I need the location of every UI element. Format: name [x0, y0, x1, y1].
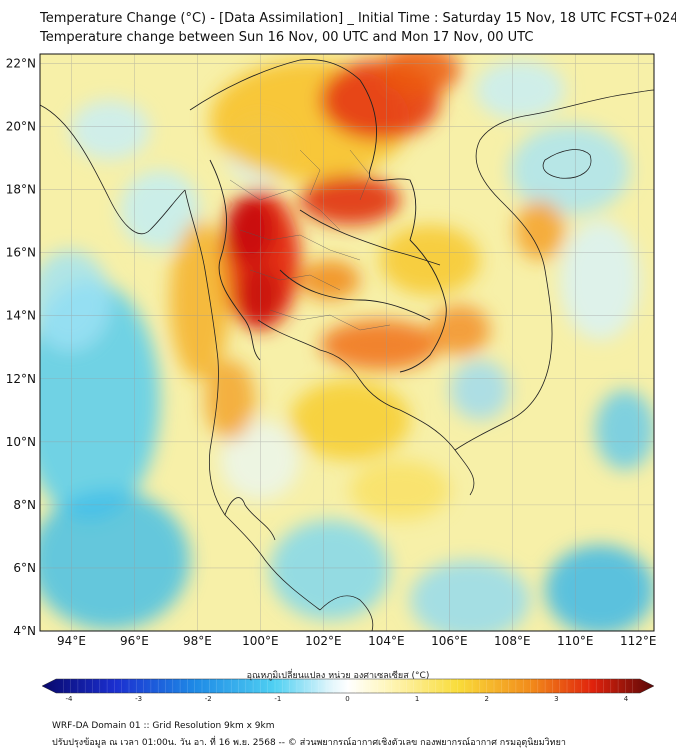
longitude-label: 108°E [494, 634, 531, 648]
footer-model-info: WRF-DA Domain 01 :: Grid Resolution 9km … [52, 721, 275, 731]
longitude-label: 110°E [557, 634, 594, 648]
colorbar-tick-label: 3 [554, 695, 558, 703]
colorbar: -4 -3 -2 -1 0 1 2 3 4 [41, 678, 655, 703]
temperature-field [40, 54, 654, 631]
colorbar-tick-label: -3 [135, 695, 142, 703]
latitude-label: 16°N [6, 246, 36, 260]
latitude-labels: 22°N 20°N 18°N 16°N 14°N 12°N 10°N 8°N 6°N 4°N [6, 56, 36, 638]
latitude-label: 14°N [6, 309, 36, 323]
longitude-label: 98°E [183, 634, 212, 648]
latitude-label: 12°N [6, 372, 36, 386]
latitude-label: 10°N [6, 435, 36, 449]
colorbar-tick-label: 1 [415, 695, 419, 703]
latitude-label: 18°N [6, 183, 36, 197]
map-title: Temperature Change (°C) - [Data Assimila… [40, 11, 676, 26]
colorbar-tick-label: 4 [624, 695, 629, 703]
map-frame [39, 53, 655, 632]
colorbar-tick-label: -1 [274, 695, 281, 703]
colorbar-title: อุณหภูมิเปลี่ยนแปลง หน่วย องศาเซลเซียส (… [246, 671, 430, 681]
map-subtitle: Temperature change between Sun 16 Nov, 0… [40, 30, 534, 45]
colorbar-ticks: -4 -3 -2 -1 0 1 2 3 4 [66, 695, 629, 703]
longitude-label: 102°E [305, 634, 342, 648]
coastlines [40, 89, 654, 631]
colorbar-tick-label: -4 [66, 695, 74, 703]
longitude-labels: 94°E 96°E 98°E 100°E 102°E 104°E 106°E 108°E 110… [57, 634, 656, 648]
longitude-label: 104°E [368, 634, 405, 648]
latitude-label: 8°N [13, 498, 36, 512]
longitude-label: 94°E [57, 634, 86, 648]
latitude-label: 6°N [13, 561, 36, 575]
longitude-label: 96°E [120, 634, 149, 648]
longitude-label: 106°E [431, 634, 468, 648]
latitude-label: 20°N [6, 120, 36, 134]
map-gridlines [40, 54, 654, 631]
latitude-label: 22°N [6, 56, 36, 70]
longitude-label: 100°E [242, 634, 279, 648]
colorbar-tick-label: 0 [345, 695, 349, 703]
country-borders [189, 59, 447, 373]
longitude-label: 112°E [620, 634, 657, 648]
footer-credit: ปรับปรุงข้อมูล ณ เวลา 01:00น. วัน อา. ที… [52, 738, 566, 748]
colorbar-tick-label: -2 [205, 695, 212, 703]
provincial-borders [229, 149, 391, 331]
latitude-label: 4°N [13, 624, 36, 638]
colorbar-tick-label: 2 [485, 695, 489, 703]
